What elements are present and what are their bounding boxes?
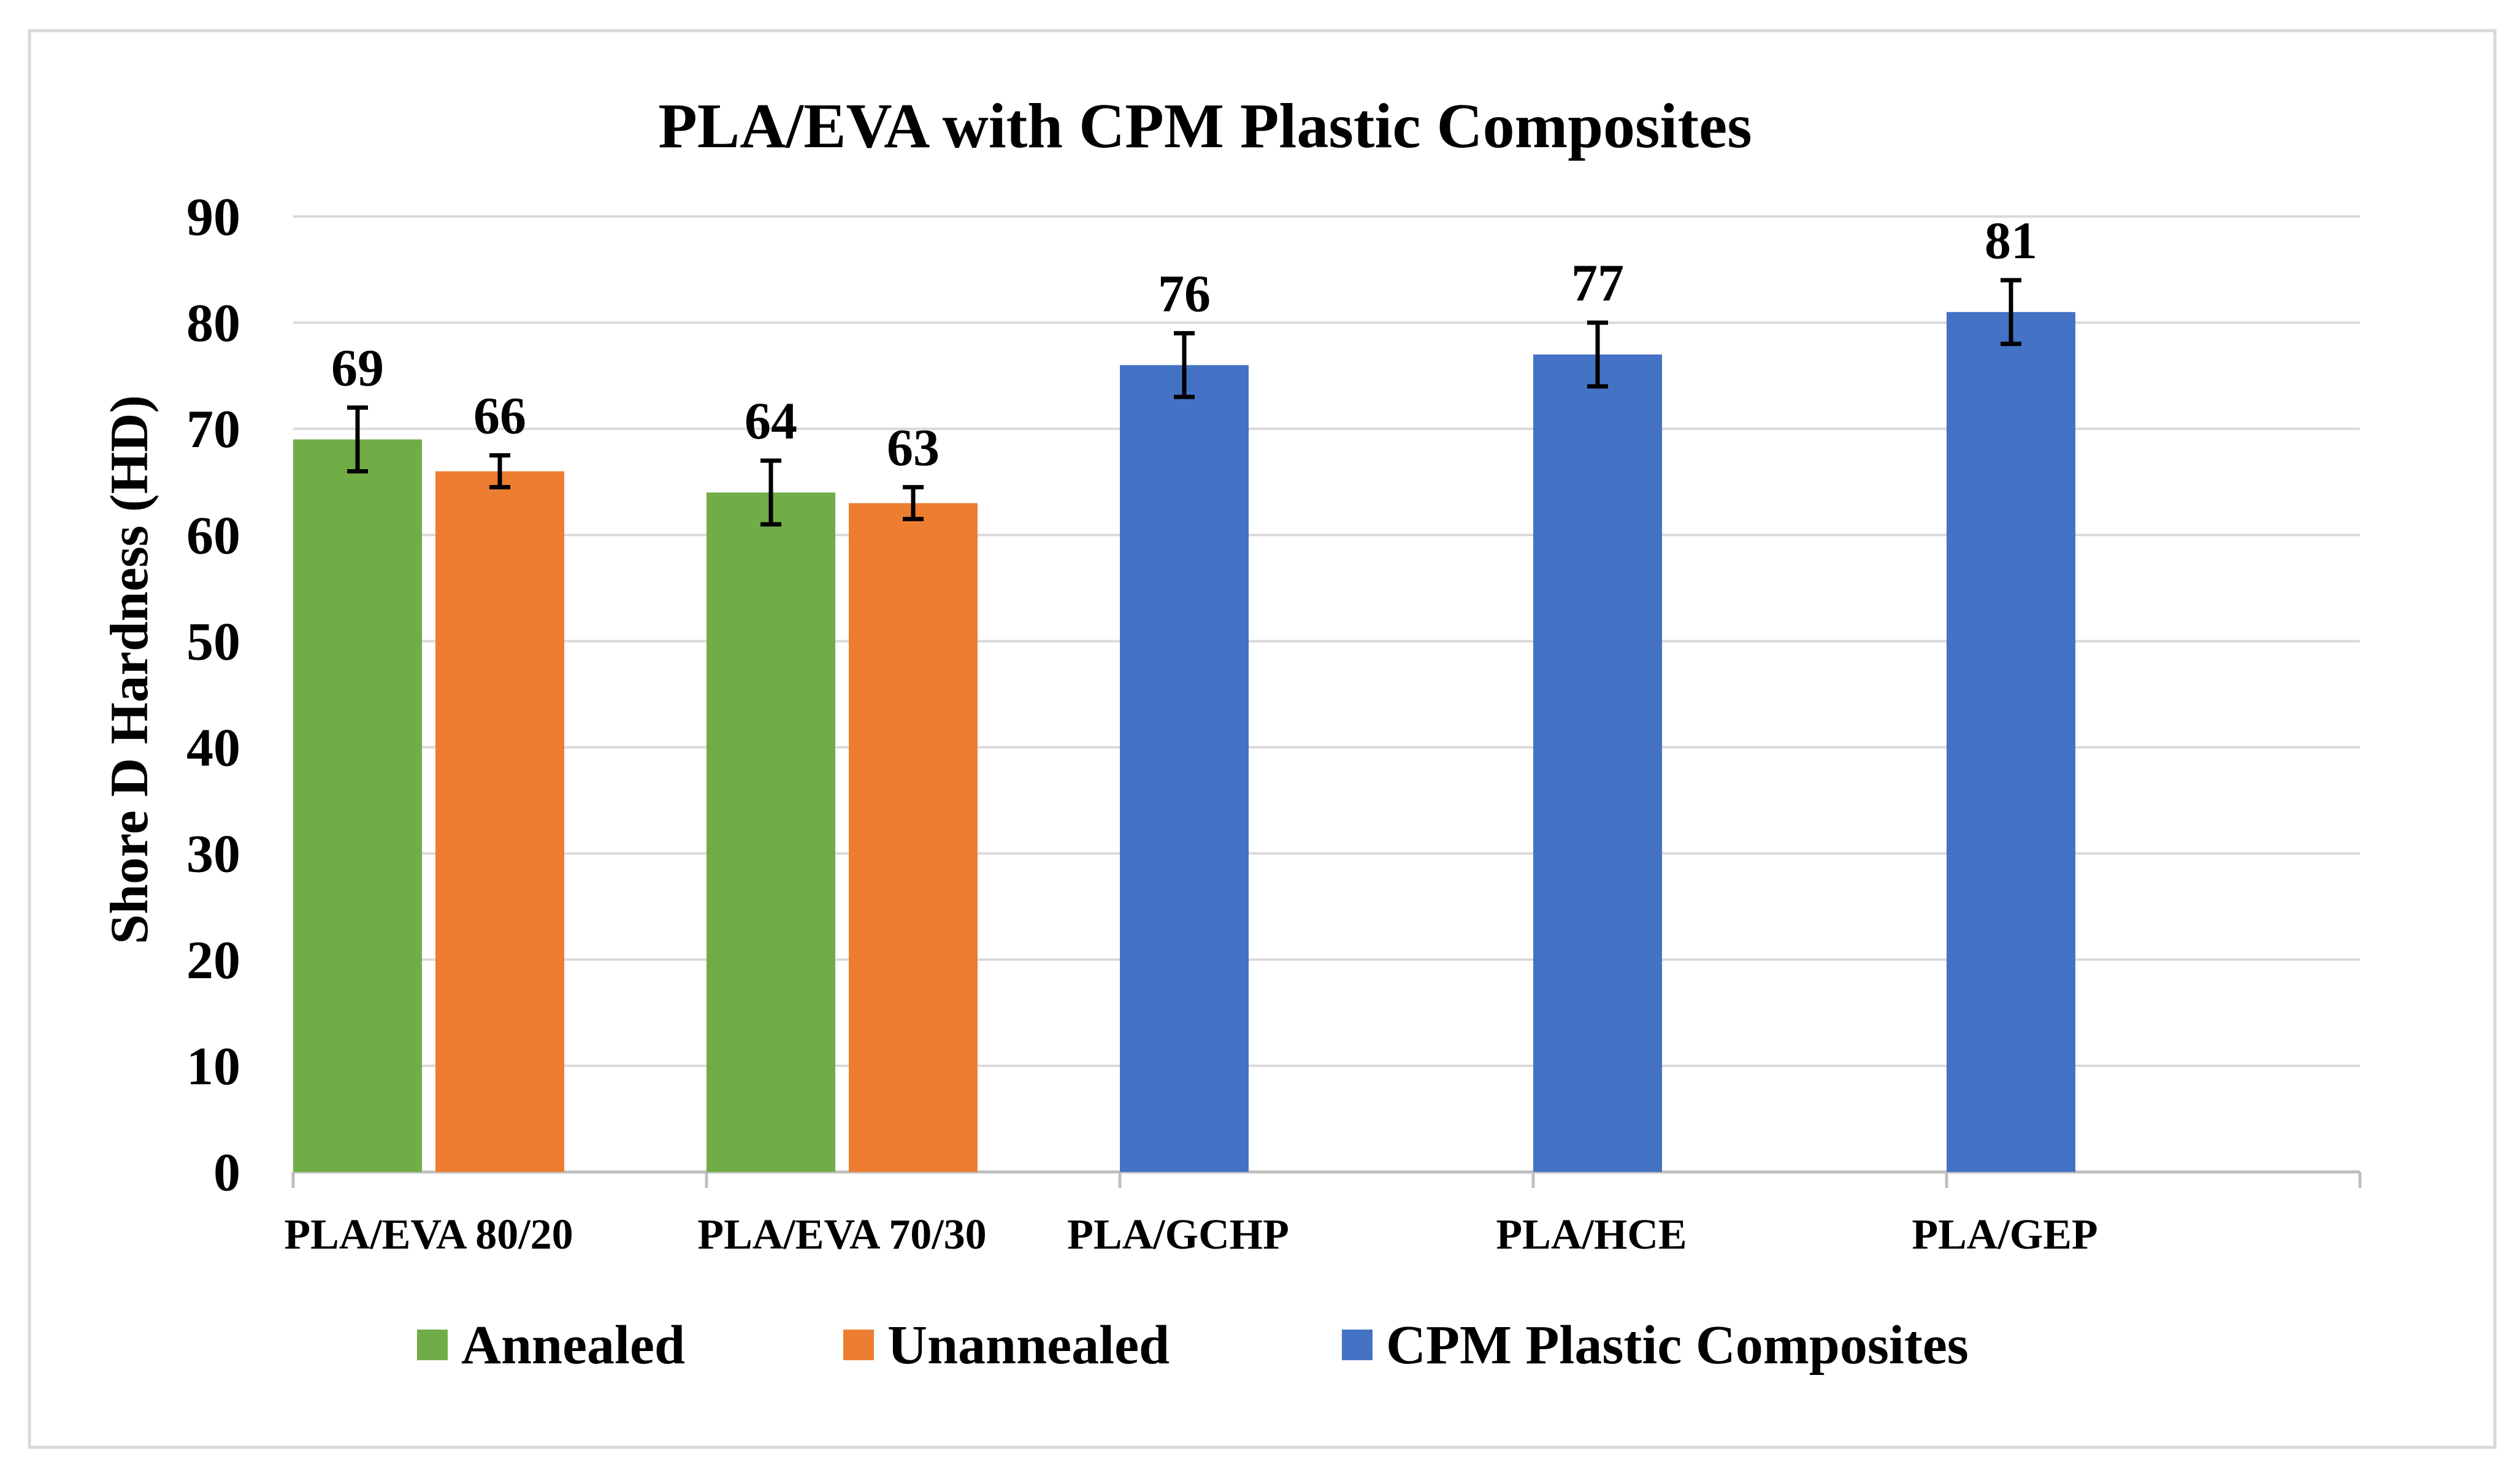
y-tick-label: 40 [186,719,240,778]
bar [435,471,564,1172]
legend: Annealed Unannealed CPM Plastic Composites [417,1315,1969,1376]
data-label: 66 [473,386,526,445]
y-tick-label: 50 [186,612,240,672]
chart-title: PLA/EVA with CPM Plastic Composites [658,91,1752,161]
x-axis-ticks: PLA/EVA 80/20 PLA/EVA 70/30 PLA/GCHP PLA/HC… [284,1172,2362,1258]
data-label: 77 [1571,253,1624,312]
y-tick-label: 60 [186,506,240,565]
bar [1947,312,2075,1172]
x-tick-label: PLA/HCE [1496,1211,1687,1258]
y-axis-ticks: 0 10 20 30 40 50 60 70 80 90 [186,188,240,1203]
data-label: 64 [745,391,797,450]
legend-swatch [843,1330,874,1360]
legend-label: Unannealed [887,1315,1170,1376]
data-label: 76 [1158,264,1211,323]
y-tick-label: 0 [213,1143,240,1203]
y-tick-label: 10 [186,1037,240,1097]
bars [293,312,2075,1173]
x-tick-label: PLA/GEP [1912,1211,2097,1258]
legend-label: CPM Plastic Composites [1386,1315,1969,1376]
y-tick-label: 70 [186,400,240,459]
legend-label: Annealed [461,1315,685,1376]
bar [849,503,978,1172]
bar [1120,365,1249,1173]
y-tick-label: 80 [186,294,240,353]
data-label: 81 [1985,211,2037,270]
bar [293,439,422,1172]
legend-swatch [417,1330,448,1360]
y-axis-label: Shore D Hardness (HD) [100,395,159,944]
legend-swatch [1342,1330,1373,1360]
x-tick-label: PLA/GCHP [1067,1211,1289,1258]
y-tick-label: 90 [186,188,240,247]
bar [707,492,835,1172]
x-tick-label: PLA/EVA 80/20 [284,1211,573,1258]
data-labels: 69 66 64 63 76 77 81 [331,211,2037,477]
data-label: 69 [331,339,384,397]
y-tick-label: 30 [186,825,240,884]
y-tick-label: 20 [186,931,240,990]
x-tick-label: PLA/EVA 70/30 [697,1211,986,1258]
bar [1533,354,1662,1172]
error-bars [347,278,2021,527]
data-label: 63 [887,418,940,477]
